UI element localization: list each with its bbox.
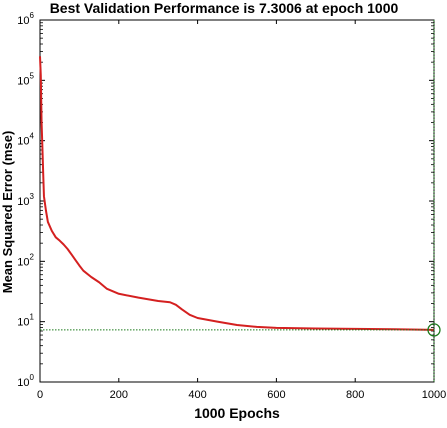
y-tick-base: 10 — [17, 256, 29, 268]
y-tick-base: 10 — [17, 196, 29, 208]
x-tick-label: 1000 — [422, 389, 446, 401]
x-tick-label: 400 — [188, 389, 206, 401]
y-tick-exponent: 2 — [30, 252, 35, 261]
y-tick-base: 10 — [17, 75, 29, 87]
y-tick-label: 105 — [17, 71, 34, 87]
best-layer — [40, 20, 441, 382]
y-tick-label: 106 — [17, 11, 34, 27]
series-layer — [39, 56, 435, 331]
y-tick-label: 101 — [17, 313, 34, 329]
y-tick-base: 10 — [17, 136, 29, 148]
y-tick-exponent: 0 — [30, 373, 35, 382]
plot-area — [39, 19, 435, 383]
y-tick-base: 10 — [17, 377, 29, 389]
chart-title: Best Validation Performance is 7.3006 at… — [50, 0, 399, 16]
x-tick-label: 0 — [37, 389, 43, 401]
y-tick-exponent: 4 — [30, 132, 35, 141]
y-tick-exponent: 3 — [30, 192, 35, 201]
y-tick-label: 104 — [17, 132, 34, 148]
y-tick-exponent: 1 — [30, 313, 35, 322]
y-axis-label: Mean Squared Error (mse) — [0, 131, 15, 294]
y-tick-label: 103 — [17, 192, 34, 208]
y-tick-label: 100 — [17, 373, 34, 389]
y-tick-base: 10 — [17, 15, 29, 27]
series-line-0 — [39, 56, 435, 331]
x-tick-label: 600 — [267, 389, 285, 401]
y-tick-exponent: 5 — [30, 71, 35, 80]
best-point-marker — [427, 323, 441, 337]
x-tick-label: 800 — [346, 389, 364, 401]
x-tick-label: 200 — [110, 389, 128, 401]
x-axis-label: 1000 Epochs — [194, 405, 280, 421]
y-tick-exponent: 6 — [30, 11, 35, 20]
y-tick-base: 10 — [17, 317, 29, 329]
y-tick-label: 102 — [17, 252, 34, 268]
